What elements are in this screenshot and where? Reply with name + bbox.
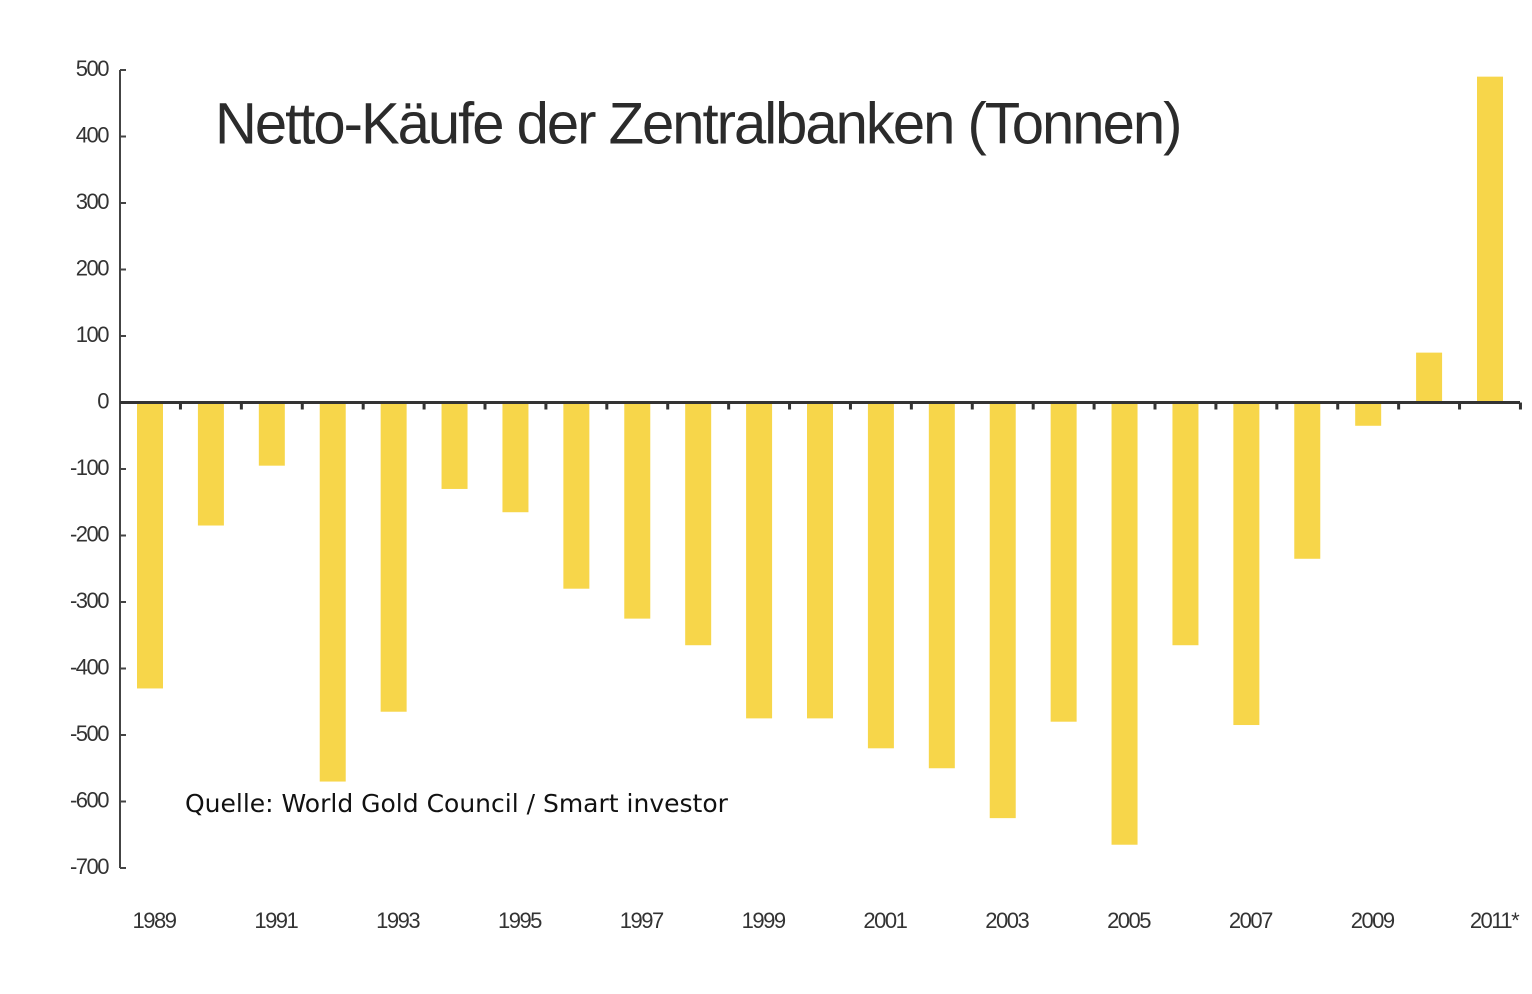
bar xyxy=(319,402,346,782)
bar xyxy=(441,402,468,489)
bar xyxy=(380,402,407,712)
bar xyxy=(685,402,712,646)
bar xyxy=(928,402,955,769)
y-tick-label: -700 xyxy=(70,854,109,879)
bar xyxy=(624,402,651,619)
y-tick-label: 100 xyxy=(76,322,109,347)
bar xyxy=(1233,402,1260,726)
bar xyxy=(746,402,773,719)
chart-title: Netto-Käufe der Zentralbanken (Tonnen) xyxy=(215,91,1180,156)
y-tick-label: -100 xyxy=(70,455,109,480)
bar xyxy=(563,402,590,589)
x-tick-label: 1997 xyxy=(620,908,664,933)
bar xyxy=(1050,402,1077,722)
bar xyxy=(1172,402,1199,646)
y-tick-label: 400 xyxy=(76,122,109,147)
bar xyxy=(502,402,529,513)
bar xyxy=(867,402,894,749)
bar xyxy=(137,402,163,689)
y-tick-label: 0 xyxy=(97,388,109,413)
x-tick-label: 1999 xyxy=(742,908,786,933)
y-tick-label: -300 xyxy=(70,588,109,613)
bar xyxy=(989,402,1016,819)
bar xyxy=(807,402,833,719)
bar xyxy=(1477,76,1503,403)
y-tick-label: 500 xyxy=(76,56,109,81)
x-tick-label: 2009 xyxy=(1351,908,1395,933)
bar xyxy=(258,402,285,466)
x-tick-label: 2005 xyxy=(1107,908,1151,933)
y-tick-label: -400 xyxy=(70,654,109,679)
source-note: Quelle: World Gold Council / Smart inves… xyxy=(185,789,729,818)
x-tick-label: 2003 xyxy=(985,908,1029,933)
bar xyxy=(1355,402,1382,426)
y-tick-label: 200 xyxy=(76,255,109,280)
bar xyxy=(197,402,224,526)
bar xyxy=(1111,402,1138,845)
y-tick-label: -200 xyxy=(70,521,109,546)
x-tick-label: 2011* xyxy=(1470,908,1520,933)
x-tick-label: 2001 xyxy=(863,908,907,933)
y-tick-label: 300 xyxy=(76,189,109,214)
x-tick-label: 1989 xyxy=(133,908,177,933)
y-tick-label: -500 xyxy=(70,721,109,746)
bar xyxy=(1294,402,1321,559)
x-tick-label: 2007 xyxy=(1229,908,1273,933)
bars xyxy=(137,76,1503,845)
y-tick-label: -600 xyxy=(70,787,109,812)
x-tick-label: 1991 xyxy=(254,908,298,933)
x-tick-label: 1993 xyxy=(376,908,420,933)
x-tick-label: 1995 xyxy=(498,908,542,933)
bar xyxy=(1416,352,1443,403)
